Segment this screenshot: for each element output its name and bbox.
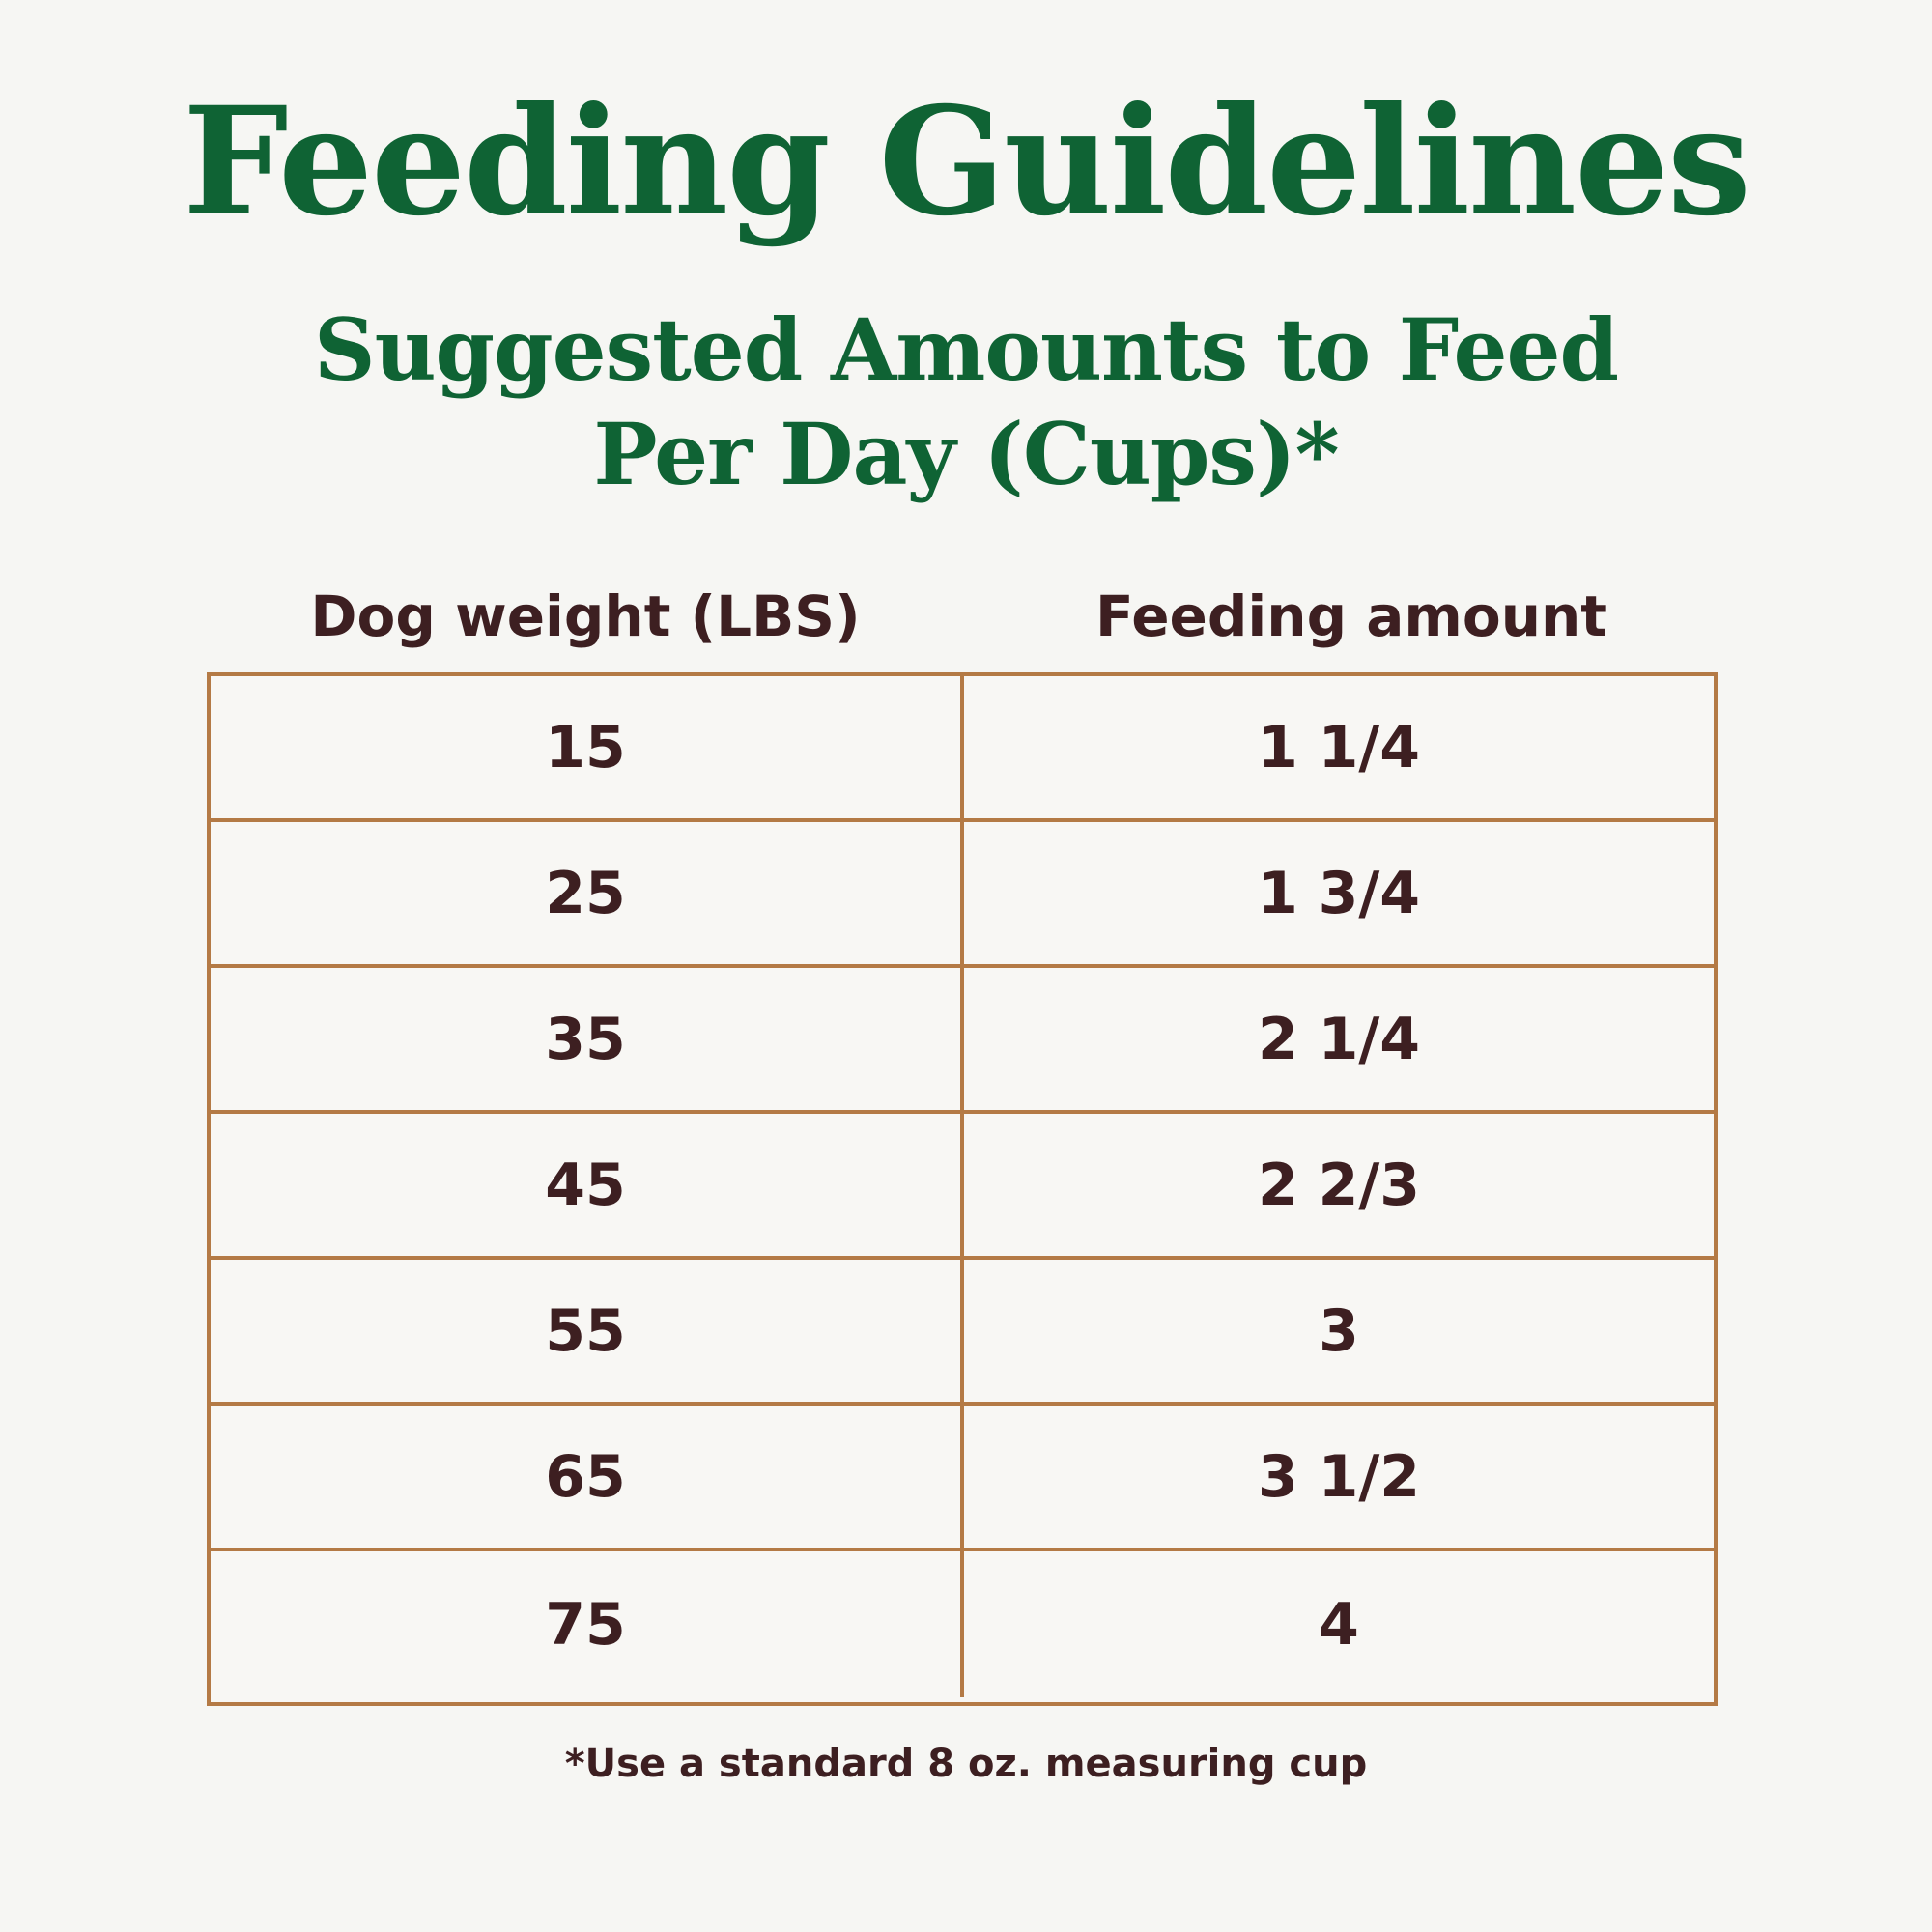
table-row: 15 1 1/4: [211, 676, 1714, 822]
weight-cell: 65: [211, 1406, 964, 1548]
page-title: Feeding Guidelines: [183, 74, 1751, 249]
amount-cell: 1 3/4: [1257, 859, 1421, 927]
amount-cell: 3: [1319, 1296, 1359, 1365]
amount-cell: 3 1/2: [1257, 1442, 1421, 1511]
amount-cell: 1 1/4: [1257, 713, 1421, 781]
weight-cell: 75: [211, 1551, 964, 1697]
weight-cell: 25: [211, 822, 964, 964]
page-subtitle: Suggested Amounts to Feed Per Day (Cups)…: [0, 298, 1932, 506]
weight-cell: 35: [211, 968, 964, 1110]
subtitle-line-2: Per Day (Cups)*: [593, 404, 1339, 504]
weight-cell: 15: [211, 676, 964, 818]
table-row: 75 4: [211, 1551, 1714, 1697]
table-row: 55 3: [211, 1260, 1714, 1406]
amount-cell: 4: [1319, 1590, 1359, 1659]
feeding-table: 15 1 1/4 25 1 3/4 35 2 1/4 45 2 2/3 55 3…: [207, 672, 1718, 1706]
weight-cell: 55: [211, 1260, 964, 1402]
table-row: 25 1 3/4: [211, 822, 1714, 968]
column-header-amount: Feeding amount: [1094, 583, 1608, 649]
amount-cell: 2 2/3: [1257, 1151, 1421, 1219]
table-row: 45 2 2/3: [211, 1114, 1714, 1260]
amount-cell: 2 1/4: [1257, 1005, 1421, 1073]
table-row: 35 2 1/4: [211, 968, 1714, 1114]
subtitle-line-1: Suggested Amounts to Feed: [314, 299, 1619, 400]
table-row: 65 3 1/2: [211, 1406, 1714, 1551]
weight-cell: 45: [211, 1114, 964, 1256]
column-header-weight: Dog weight (LBS): [310, 583, 861, 649]
footnote: *Use a standard 8 oz. measuring cup: [564, 1742, 1368, 1786]
